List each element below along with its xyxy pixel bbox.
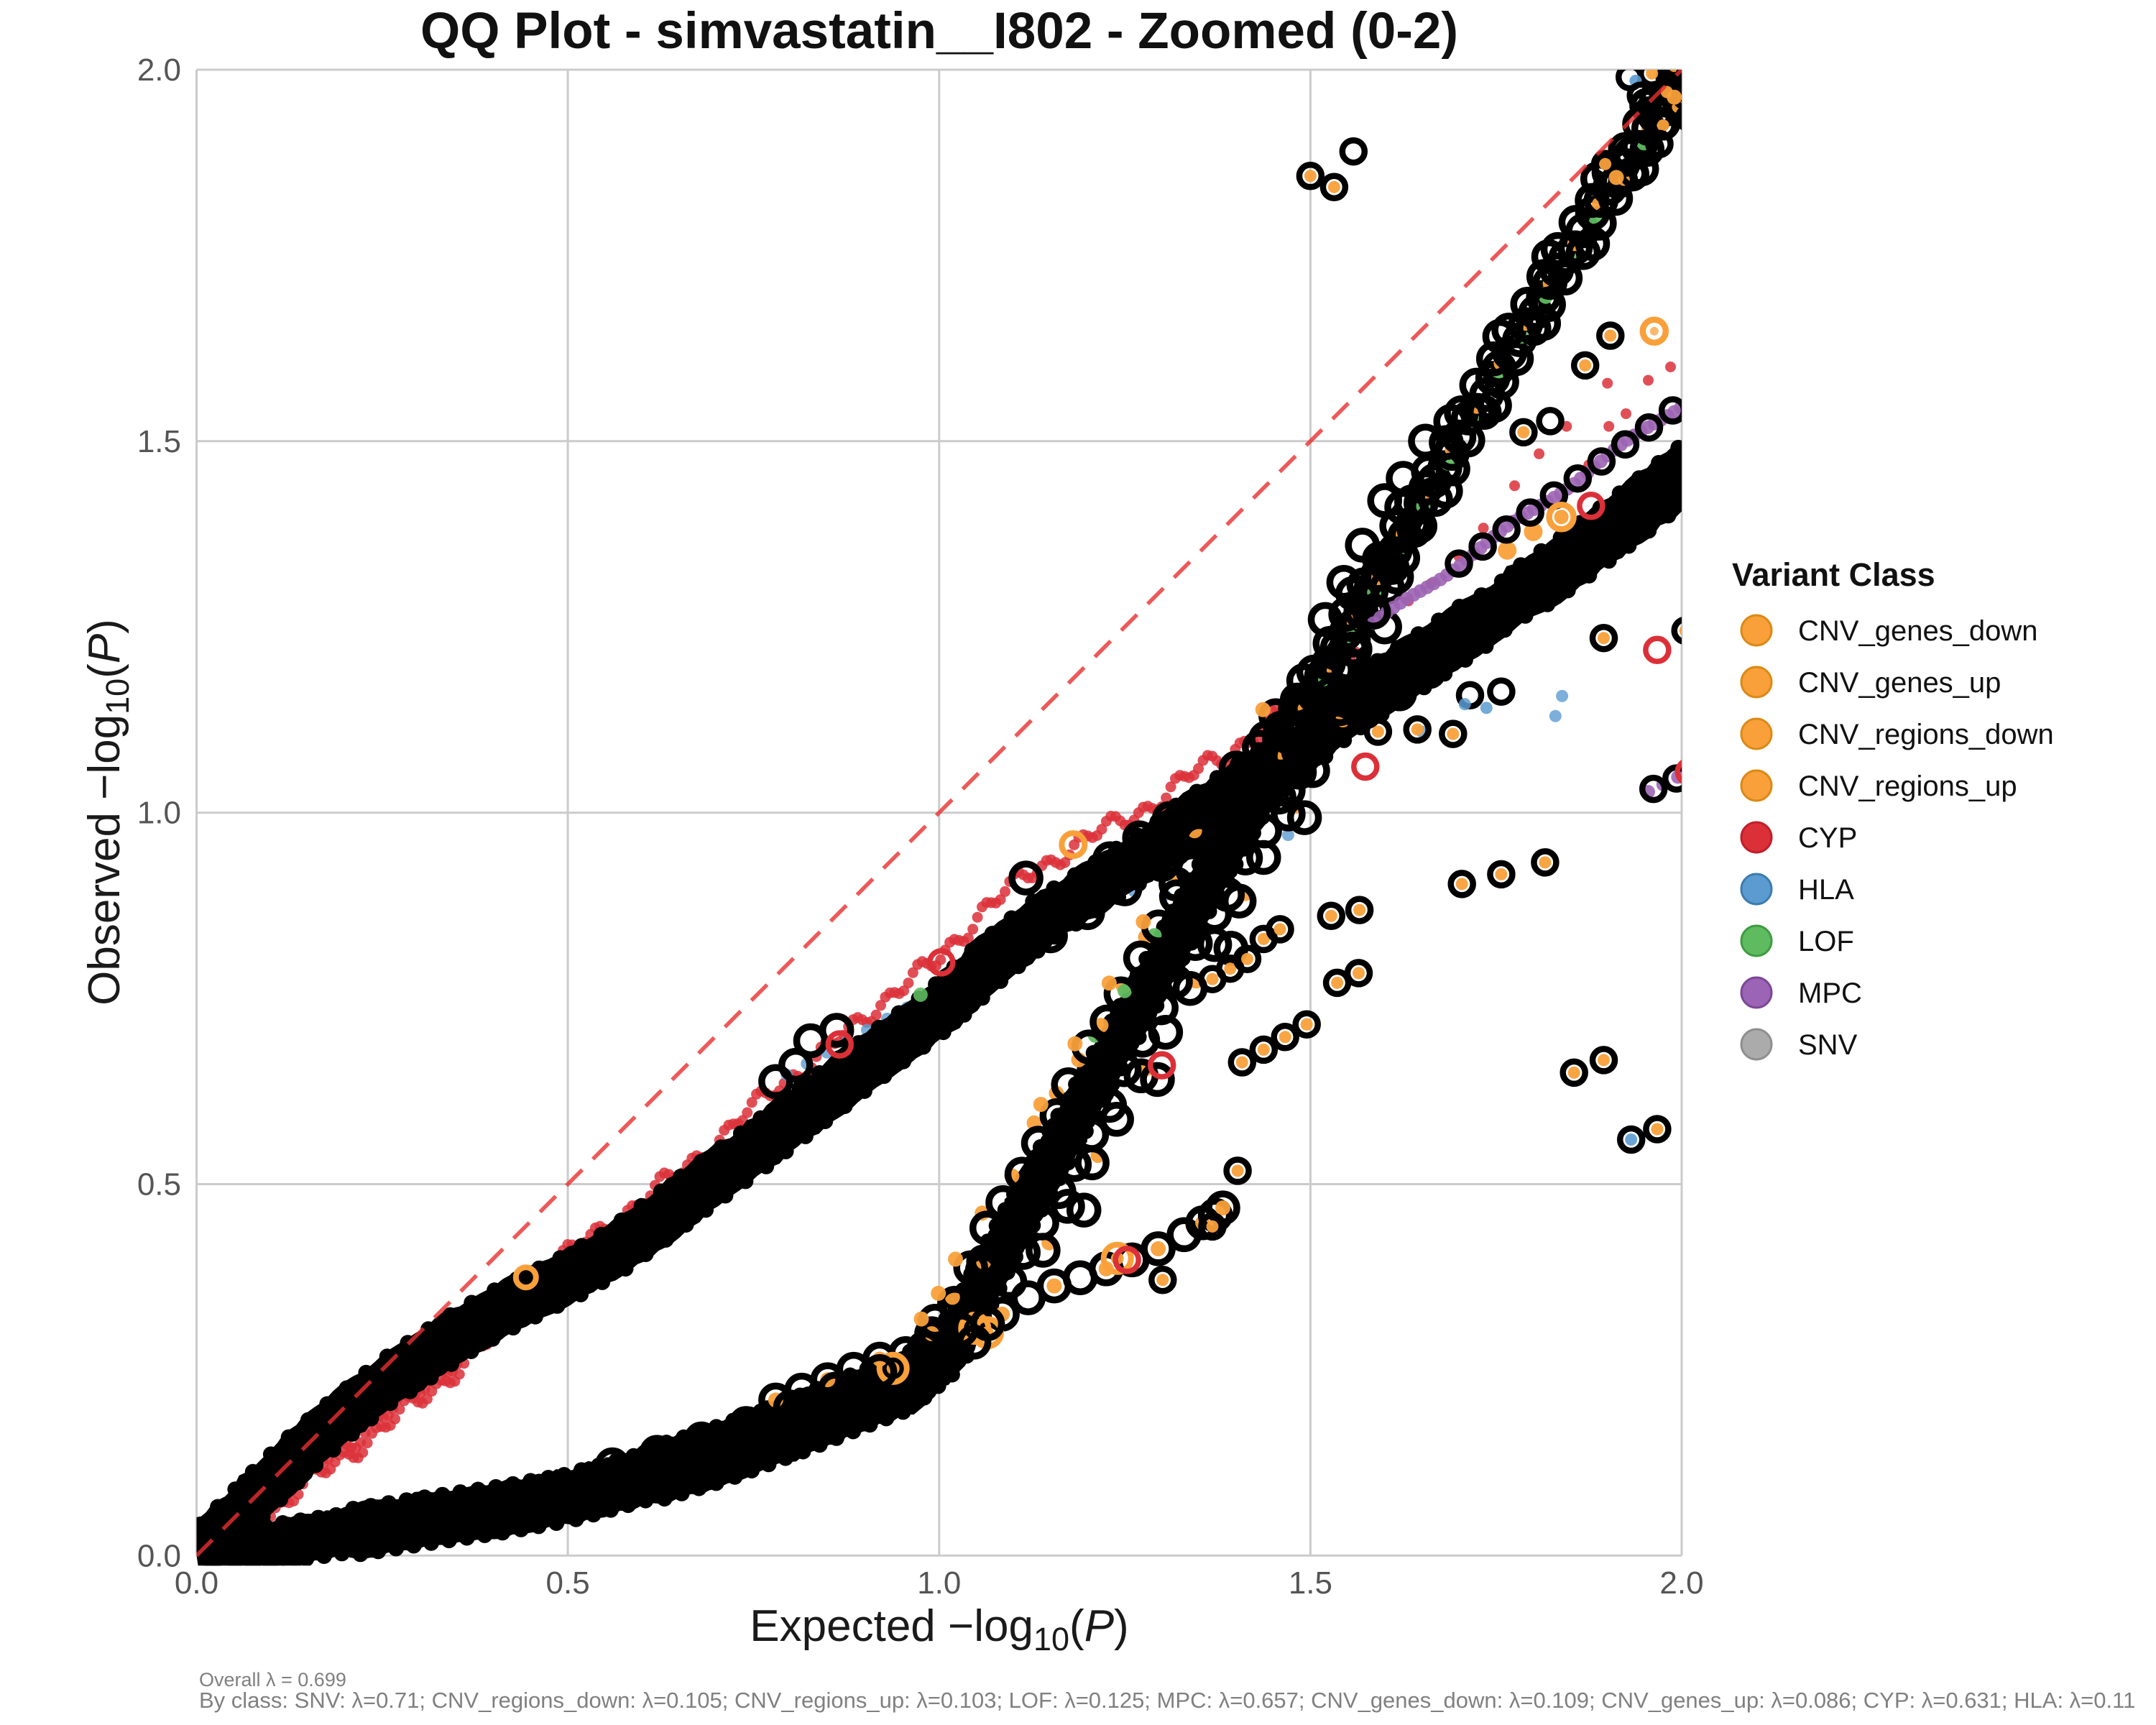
svg-text:MPC: MPC <box>1798 978 1862 1009</box>
svg-text:CNV_regions_up: CNV_regions_up <box>1798 770 2017 802</box>
svg-text:CYP: CYP <box>1798 822 1857 854</box>
svg-text:CNV_regions_down: CNV_regions_down <box>1798 719 2054 750</box>
svg-text:2.0: 2.0 <box>1659 1565 1703 1601</box>
svg-text:0.5: 0.5 <box>137 1167 181 1202</box>
svg-text:Expected −log10(P): Expected −log10(P) <box>750 1601 1128 1657</box>
svg-text:CNV_genes_up: CNV_genes_up <box>1798 667 2001 699</box>
svg-text:0.0: 0.0 <box>137 1538 181 1573</box>
svg-text:SNV: SNV <box>1798 1029 1858 1061</box>
svg-text:CNV_genes_down: CNV_genes_down <box>1798 615 2038 647</box>
svg-text:QQ Plot - simvastatin__I802 -: QQ Plot - simvastatin__I802 - Zoomed (0-… <box>420 3 1458 60</box>
svg-text:Variant Class: Variant Class <box>1732 556 1935 593</box>
svg-text:Overall λ = 0.699: Overall λ = 0.699 <box>199 1669 346 1690</box>
svg-text:LOF: LOF <box>1798 926 1854 957</box>
svg-text:1.0: 1.0 <box>917 1565 961 1601</box>
svg-text:By class: SNV: λ=0.71; CNV_reg: By class: SNV: λ=0.71; CNV_regions_down:… <box>199 1688 2135 1713</box>
svg-text:Observed −log10(P): Observed −log10(P) <box>80 619 136 1006</box>
svg-text:1.5: 1.5 <box>137 424 181 459</box>
svg-text:1.0: 1.0 <box>137 796 181 831</box>
svg-text:HLA: HLA <box>1798 874 1854 906</box>
svg-text:1.5: 1.5 <box>1289 1565 1332 1601</box>
svg-text:0.5: 0.5 <box>546 1565 590 1601</box>
svg-text:0.0: 0.0 <box>175 1565 218 1601</box>
svg-text:2.0: 2.0 <box>137 52 181 88</box>
